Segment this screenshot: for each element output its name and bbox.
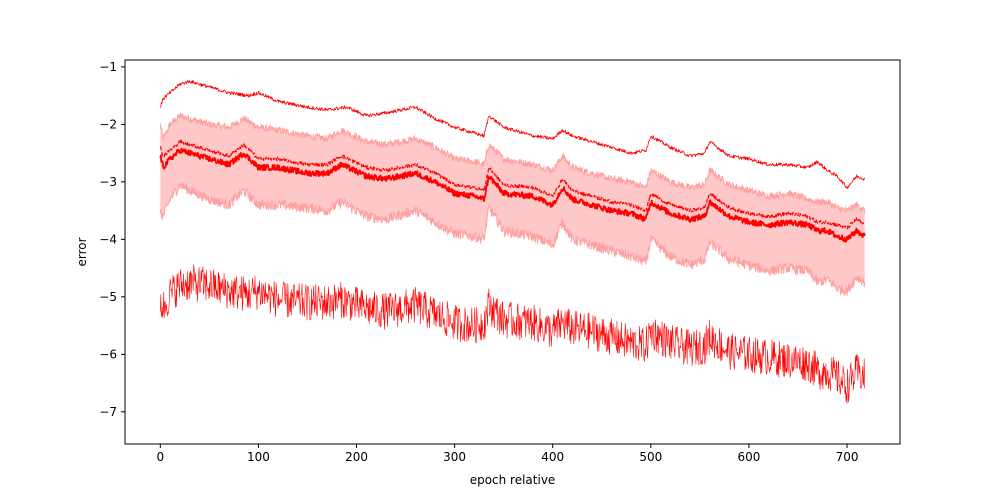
y-axis-label: error	[75, 237, 89, 266]
series-mean-dashed	[159, 139, 866, 230]
y-tick-label: −1	[99, 60, 117, 74]
series-lower-noisy	[160, 264, 865, 404]
y-tick-label: −7	[99, 405, 117, 419]
axes-frame	[124, 59, 901, 445]
band-lower-edge	[159, 182, 866, 297]
x-tick-label: 700	[836, 450, 859, 464]
x-tick-label: 300	[443, 450, 466, 464]
series-median	[159, 147, 866, 243]
x-axis: 0 100 200 300 400 500 600 700	[156, 444, 858, 464]
x-tick-label: 200	[345, 450, 368, 464]
band-upper-edge	[159, 112, 866, 214]
x-axis-label: epoch relative	[470, 473, 556, 487]
confidence-band	[160, 113, 865, 297]
y-tick-label: −6	[99, 347, 117, 361]
series-upper	[160, 80, 866, 190]
y-tick-label: −3	[99, 175, 117, 189]
y-tick-label: −5	[99, 290, 117, 304]
x-tick-label: 400	[541, 450, 564, 464]
y-tick-label: −2	[99, 117, 117, 131]
x-tick-label: 100	[247, 450, 270, 464]
x-tick-label: 600	[737, 450, 760, 464]
x-tick-label: 500	[639, 450, 662, 464]
y-tick-label: −4	[99, 232, 117, 246]
x-tick-label: 0	[156, 450, 164, 464]
y-axis: −7 −6 −5 −4 −3 −2 −1	[99, 60, 125, 419]
plot-area	[159, 80, 866, 404]
